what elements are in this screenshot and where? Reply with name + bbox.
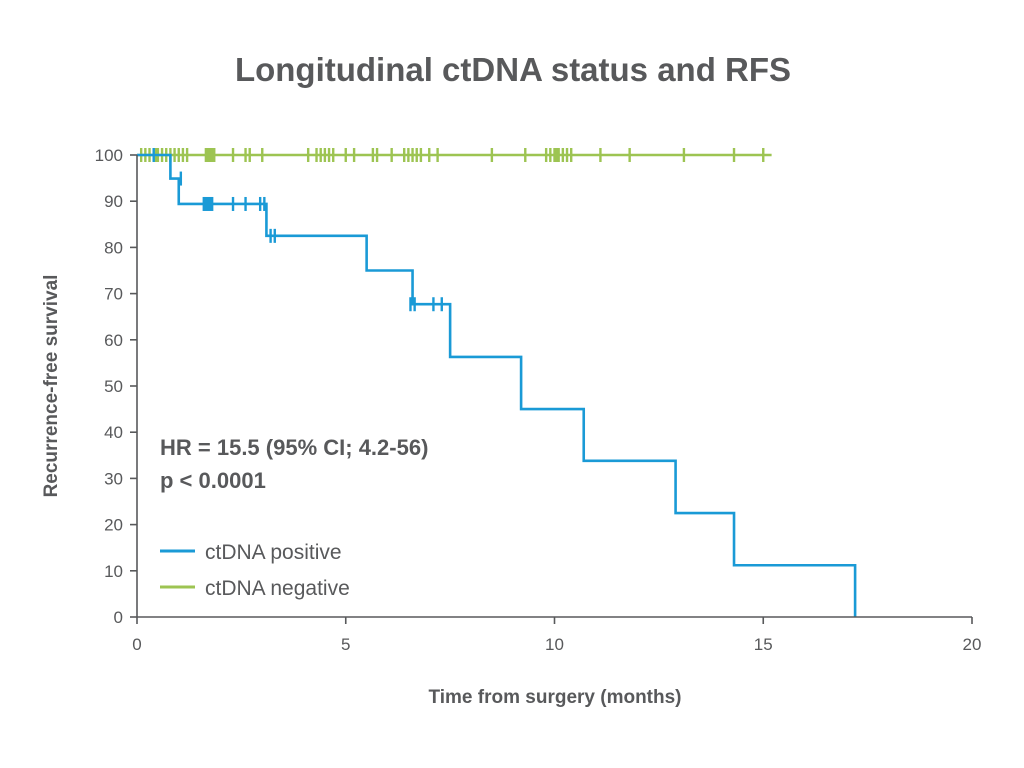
x-tick-label-10: 10 — [545, 635, 564, 654]
x-tick-label-15: 15 — [754, 635, 773, 654]
ticks-layer: 0 10 20 30 40 50 60 70 80 90 100 0 5 10 15 20 — [95, 146, 982, 654]
series-layer — [137, 148, 857, 617]
p-value-annotation: p < 0.0001 — [160, 468, 266, 493]
x-axis-label: Time from surgery (months) — [428, 687, 681, 708]
series-ctdna-positive — [137, 148, 857, 617]
y-tick-label-10: 10 — [104, 562, 123, 581]
legend: ctDNA positive ctDNA negative — [160, 541, 350, 600]
y-tick-label-30: 30 — [104, 469, 123, 488]
chart-title: Longitudinal ctDNA status and RFS — [235, 51, 791, 88]
km-curve-ctdna-positive — [137, 153, 857, 617]
y-tick-label-20: 20 — [104, 516, 123, 535]
y-axis-label: Recurrence-free survival — [41, 275, 62, 498]
legend-label-ctdna-positive: ctDNA positive — [205, 541, 342, 564]
x-tick-label-20: 20 — [963, 635, 982, 654]
y-tick-label-50: 50 — [104, 377, 123, 396]
y-tick-label-80: 80 — [104, 238, 123, 257]
x-tick-label-5: 5 — [341, 635, 350, 654]
y-tick-label-100: 100 — [95, 146, 123, 165]
y-tick-label-70: 70 — [104, 285, 123, 304]
y-tick-label-90: 90 — [104, 192, 123, 211]
y-tick-label-40: 40 — [104, 423, 123, 442]
y-tick-label-60: 60 — [104, 331, 123, 350]
x-tick-label-0: 0 — [132, 635, 141, 654]
series-ctdna-negative — [137, 148, 772, 162]
legend-label-ctdna-negative: ctDNA negative — [205, 577, 350, 600]
y-tick-label-0: 0 — [114, 608, 123, 627]
hazard-ratio-annotation: HR = 15.5 (95% CI; 4.2-56) — [160, 435, 428, 460]
